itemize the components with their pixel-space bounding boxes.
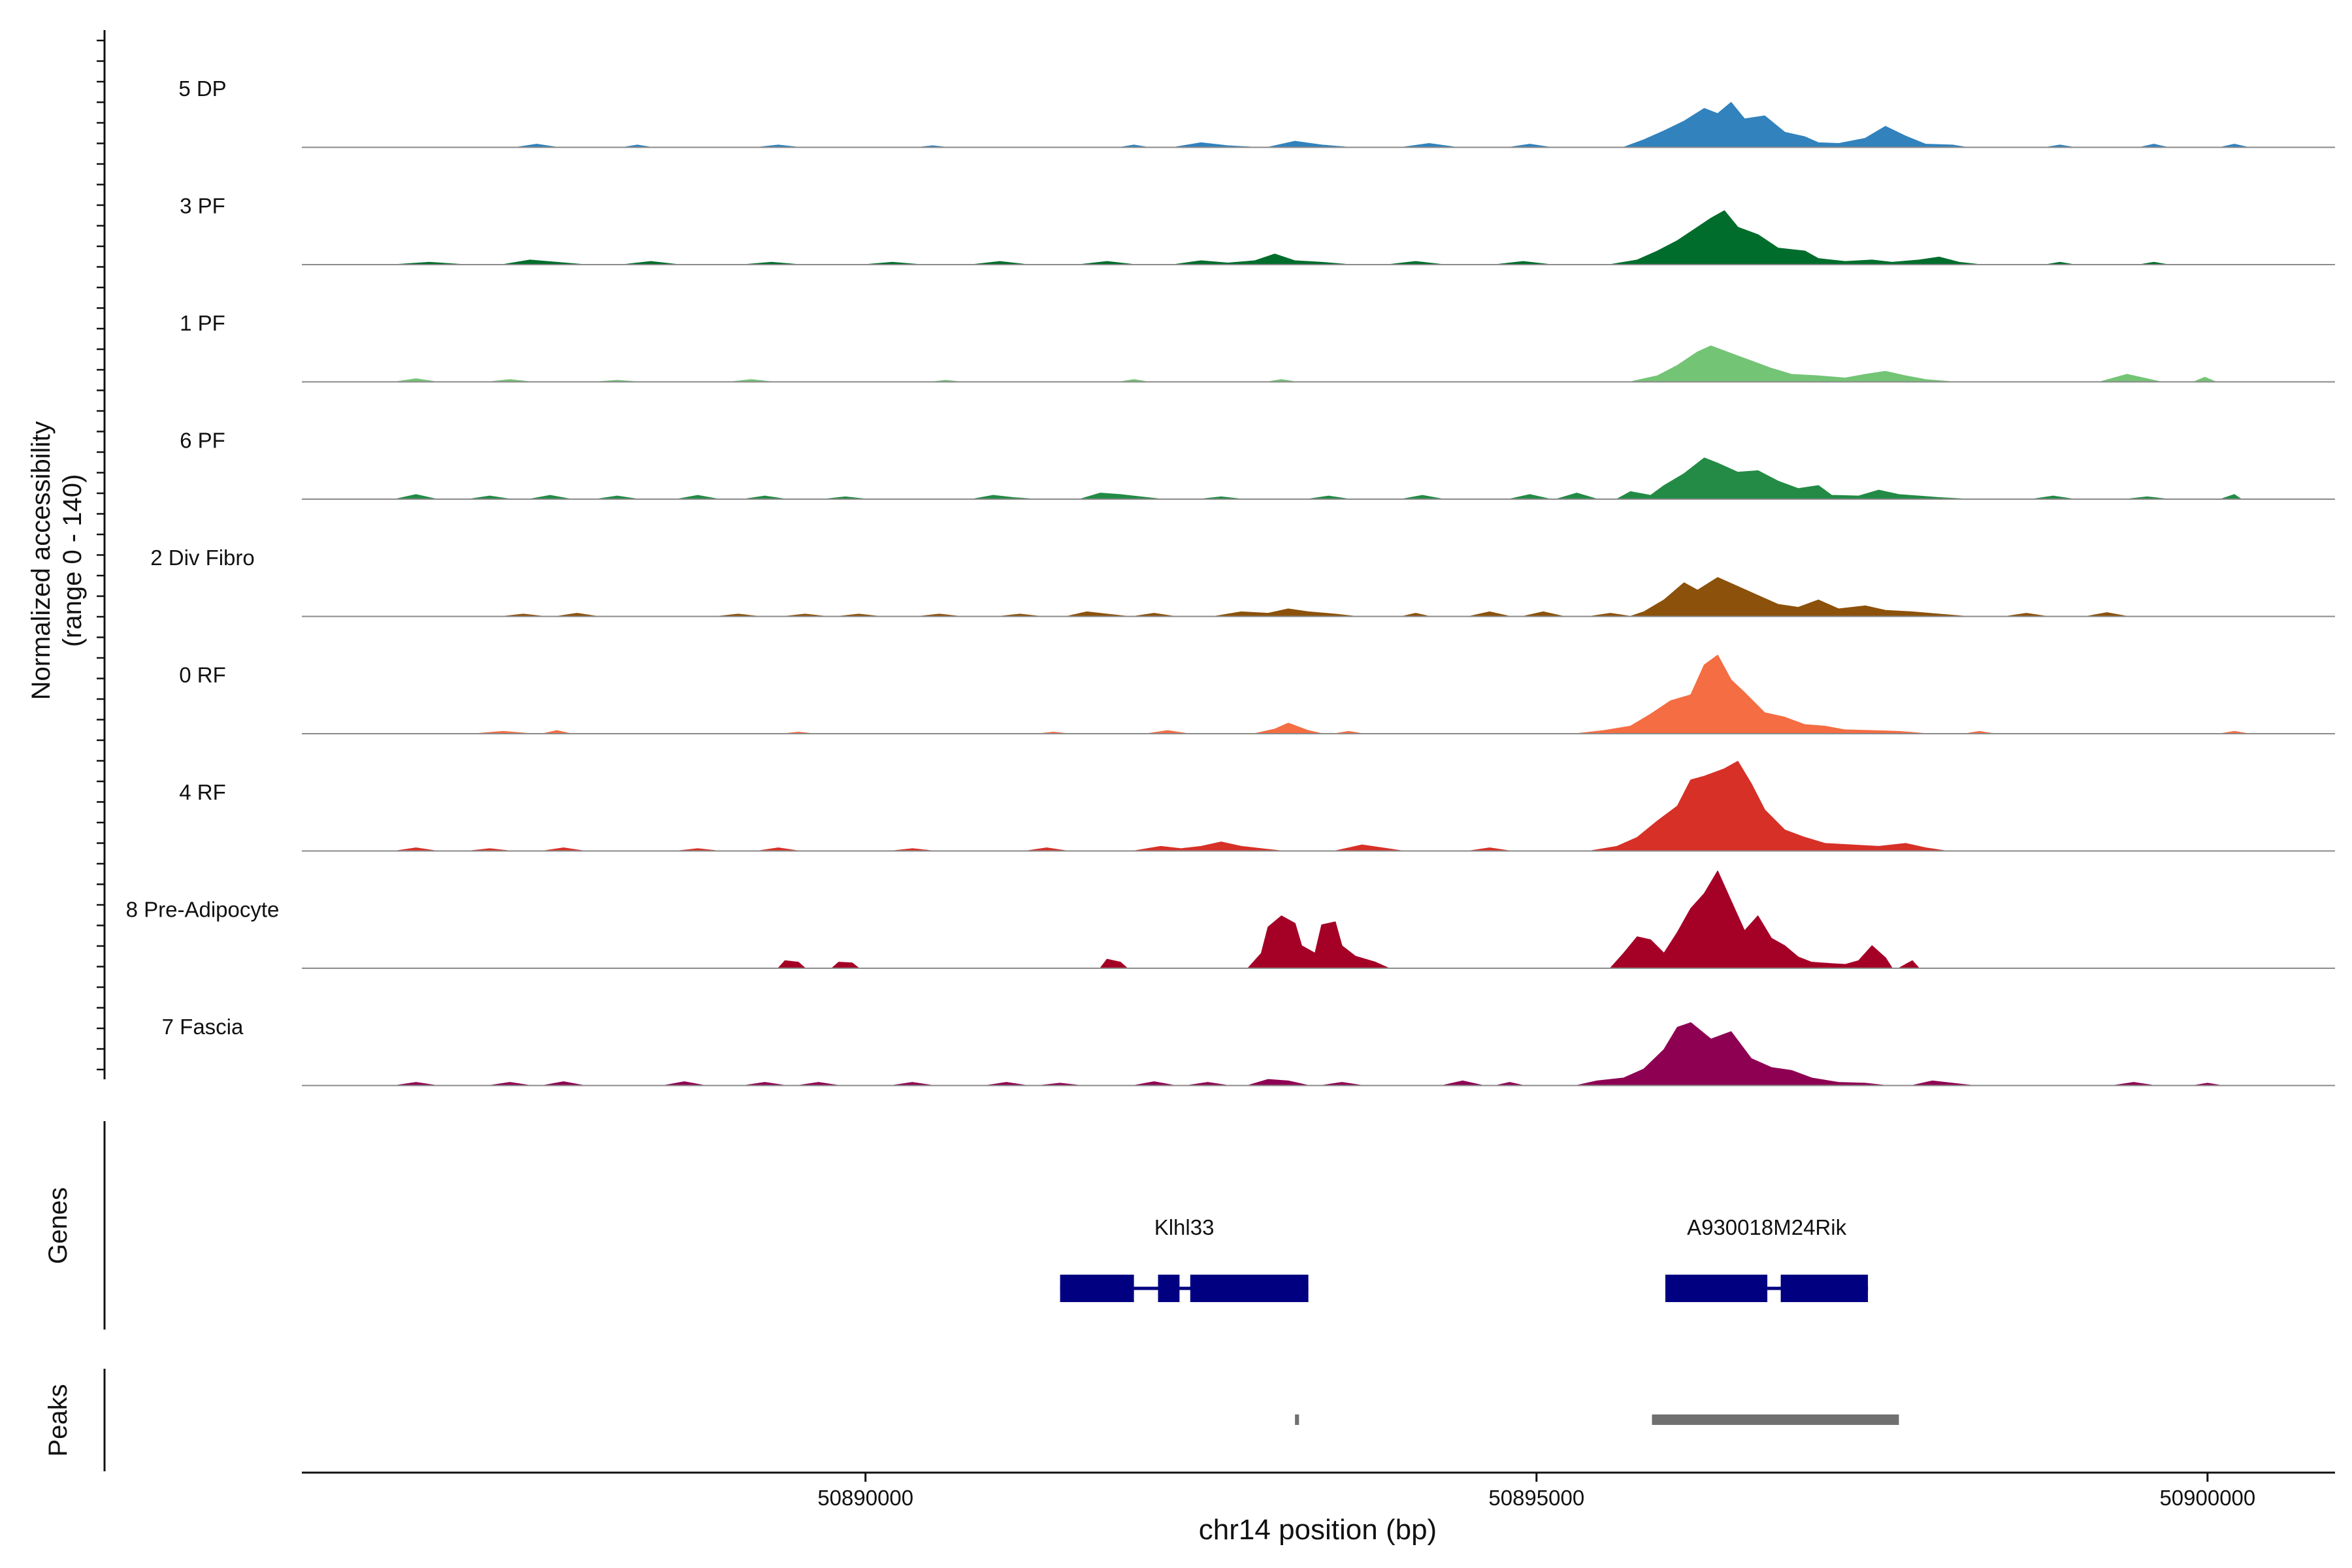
coverage-axis-ticks: [97, 39, 105, 1071]
genes-label: Genes: [44, 1187, 73, 1264]
track-label: 7 Fascia: [162, 1015, 244, 1039]
track-6-pf: 6 PF: [180, 429, 2335, 500]
gene-exon: [1158, 1275, 1180, 1302]
gene-a930018m24rik: A930018M24Rik: [1665, 1215, 1869, 1302]
track-2-div-fibro: 2 Div Fibro: [150, 546, 2335, 617]
gene-exon: [1190, 1275, 1309, 1302]
coverage-area: [395, 210, 2168, 265]
coverage-area: [395, 1022, 2222, 1086]
gene-exon: [1780, 1275, 1869, 1302]
peaks-label: Peaks: [44, 1384, 73, 1456]
track-7-fascia: 7 Fascia: [162, 1015, 2335, 1086]
coverage-area: [777, 870, 1919, 969]
coverage-area: [515, 102, 2249, 148]
peak-bar: [1295, 1414, 1299, 1425]
y-axis-label: Normalized accessibility: [27, 421, 56, 700]
peak-bar: [1652, 1414, 1899, 1425]
track-5-dp: 5 DP: [178, 76, 2335, 148]
track-8-pre-adipocyte: 8 Pre-Adipocyte: [126, 870, 2335, 969]
gene-exon: [1665, 1275, 1768, 1302]
gene-annotations: Klhl33 A930018M24Rik: [1060, 1215, 1869, 1302]
track-0-rf: 0 RF: [179, 655, 2335, 734]
track-label: 0 RF: [179, 663, 226, 687]
track-label: 3 PF: [180, 194, 225, 218]
gene-name: Klhl33: [1154, 1215, 1215, 1239]
coverage-tracks: 5 DP 3 PF 1 PF 6 PF 2 Div Fibro 0 RF 4 RF 8 Pre…: [126, 76, 2335, 1086]
x-tick-label: 50890000: [817, 1486, 913, 1510]
track-label: 6 PF: [180, 429, 225, 453]
track-4-rf: 4 RF: [179, 760, 2335, 852]
peak-annotations: [1295, 1414, 1899, 1425]
x-tick-label: 50900000: [2159, 1486, 2255, 1510]
track-label: 1 PF: [180, 311, 225, 335]
x-axis-label: chr14 position (bp): [1199, 1514, 1437, 1546]
track-label: 5 DP: [178, 76, 226, 101]
x-tick-label: 50895000: [1488, 1486, 1584, 1510]
coverage-area: [395, 345, 2216, 383]
gene-name: A930018M24Rik: [1687, 1215, 1846, 1239]
track-label: 2 Div Fibro: [150, 546, 255, 570]
coverage-area: [395, 760, 1947, 852]
coverage-area: [476, 655, 2249, 734]
y-axis-range-label: (range 0 - 140): [58, 474, 87, 647]
gene-exon: [1060, 1275, 1134, 1302]
track-label: 4 RF: [179, 780, 226, 804]
track-label: 8 Pre-Adipocyte: [126, 898, 280, 922]
track-3-pf: 3 PF: [180, 194, 2335, 265]
coverage-area: [502, 577, 2128, 617]
gene-klhl33: Klhl33: [1060, 1215, 1309, 1302]
x-axis-ticks: 50890000 50895000 50900000: [817, 1473, 2255, 1510]
coverage-area: [395, 457, 2242, 500]
track-1-pf: 1 PF: [180, 311, 2335, 383]
